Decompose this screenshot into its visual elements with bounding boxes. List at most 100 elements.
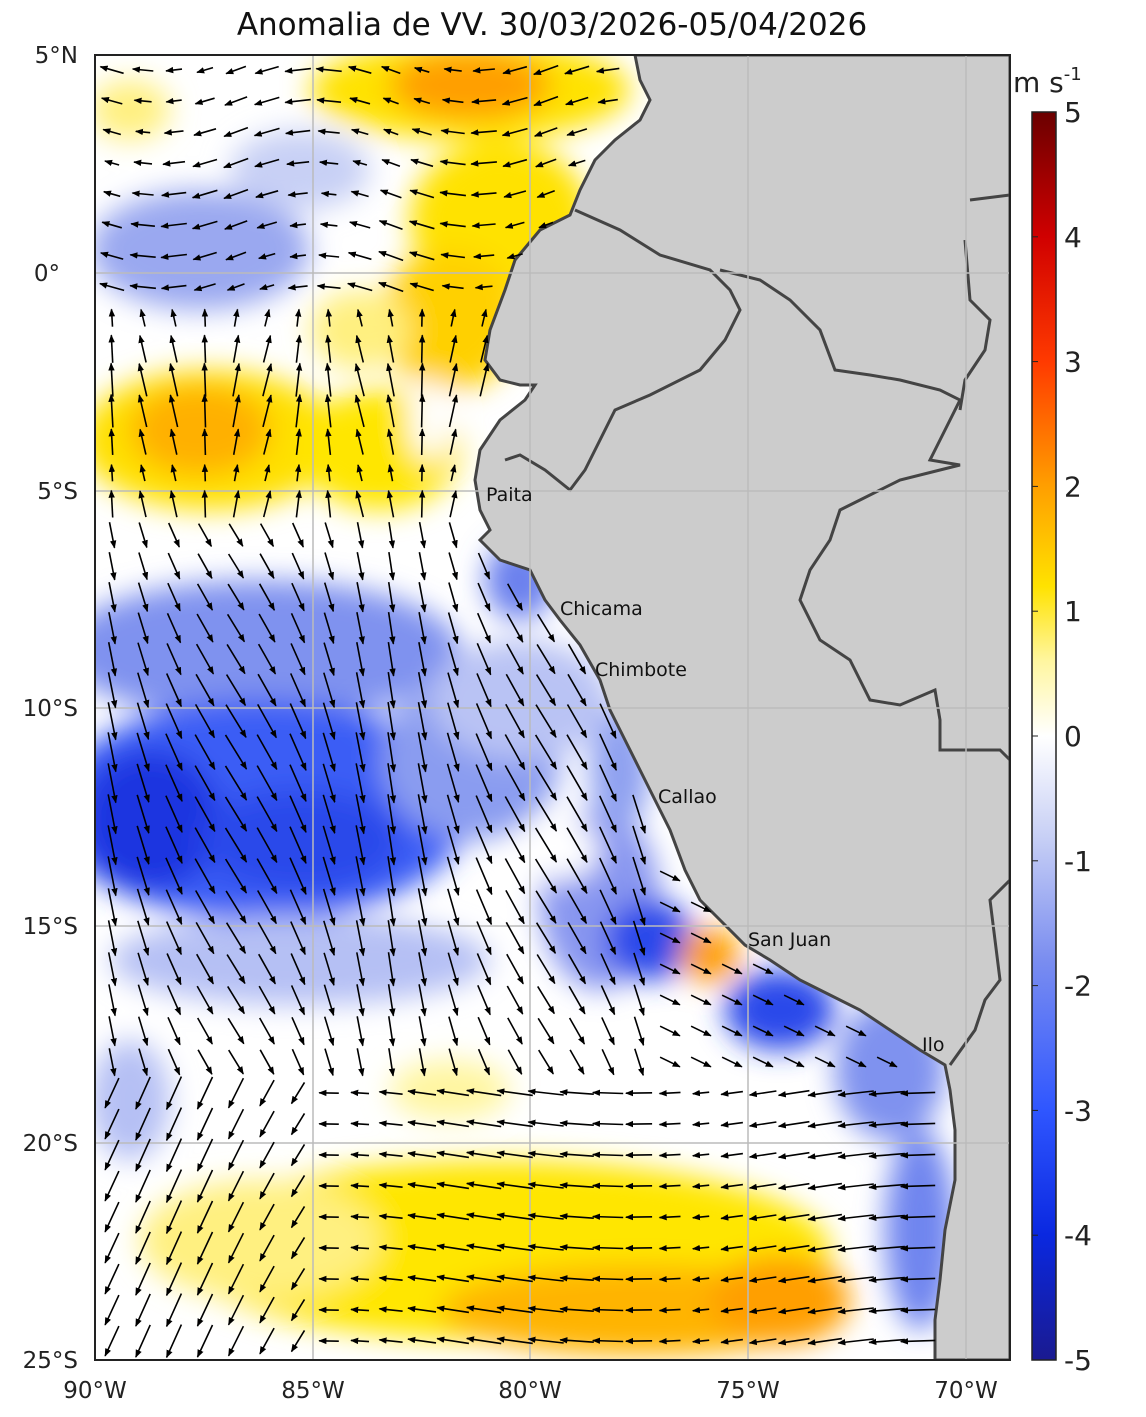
wind-arrow: [837, 1338, 874, 1346]
wind-arrow: [194, 734, 216, 771]
wind-arrow: [227, 1077, 245, 1109]
wind-arrow: [418, 552, 427, 581]
wind-arrow: [845, 1025, 867, 1037]
wind-arrow: [355, 702, 366, 741]
wind-arrow: [107, 702, 118, 741]
wind-arrow: [350, 1244, 370, 1252]
wind-arrow: [355, 428, 364, 455]
wind-arrow: [129, 252, 156, 259]
wind-arrow: [633, 1016, 645, 1046]
wind-arrow: [592, 1182, 624, 1189]
wind-arrow: [323, 920, 336, 956]
wind-arrow: [567, 643, 587, 675]
wind-arrow: [496, 1305, 533, 1314]
wind-arrow: [470, 160, 497, 167]
wind-arrow: [290, 1205, 306, 1229]
wind-arrow: [165, 1200, 183, 1235]
wind-arrow: [99, 65, 124, 75]
wind-arrow: [139, 464, 146, 482]
wind-arrow: [479, 362, 490, 397]
wind-arrow: [690, 932, 712, 944]
wind-arrow: [108, 393, 115, 428]
wind-arrow: [378, 1337, 403, 1344]
wind-arrow: [256, 734, 278, 771]
wind-arrow: [257, 673, 277, 707]
wind-arrow: [476, 673, 492, 708]
wind-arrow: [317, 128, 340, 135]
wind-arrow: [294, 308, 302, 327]
wind-arrow: [777, 1151, 810, 1160]
wind-arrow: [161, 191, 187, 198]
wind-arrow: [169, 428, 178, 455]
wind-arrow: [692, 1213, 710, 1221]
wind-arrow: [350, 128, 369, 136]
wind-arrow: [900, 1121, 936, 1128]
wind-arrow: [720, 1276, 744, 1283]
wind-arrow: [378, 220, 403, 230]
wind-arrow: [378, 1213, 403, 1220]
wind-arrow: [658, 1182, 681, 1190]
wind-arrow: [418, 952, 427, 987]
colorbar: m s-1 5 4 3 2 1 0 -1 -2 -3 -4 -5: [1013, 64, 1092, 1377]
wind-arrow: [566, 858, 588, 894]
wind-arrow: [658, 1275, 681, 1283]
wind-arrow: [289, 221, 306, 229]
wind-arrow: [136, 825, 150, 865]
wind-arrow: [634, 1048, 645, 1077]
wind-arrow: [224, 827, 248, 863]
wind-arrow: [137, 672, 150, 709]
wind-arrow: [378, 1244, 403, 1251]
wind-arrow: [440, 252, 466, 259]
wind-arrow: [165, 857, 183, 895]
wind-arrow: [165, 1262, 183, 1297]
wind-arrow: [418, 642, 427, 677]
wind-arrow: [748, 1276, 777, 1284]
wind-arrow: [223, 126, 249, 138]
colorbar-tick-label: -5: [1064, 1344, 1092, 1377]
wind-arrow: [496, 1181, 533, 1190]
wind-arrow: [227, 1325, 245, 1357]
wind-arrow: [138, 334, 147, 363]
wind-arrow: [567, 922, 587, 955]
wind-arrow: [692, 1337, 710, 1345]
wind-arrow: [316, 283, 341, 290]
wind-arrow: [262, 363, 273, 397]
wind-arrow: [226, 954, 246, 985]
wind-arrow: [599, 889, 617, 925]
wind-arrow: [258, 613, 276, 643]
wind-arrow: [537, 985, 555, 1015]
wind-arrow: [108, 612, 117, 645]
wind-arrow: [201, 362, 208, 397]
wind-arrow: [160, 253, 187, 260]
wind-arrow: [534, 796, 558, 832]
wind-arrow: [387, 856, 397, 897]
wind-arrow: [566, 890, 588, 925]
wind-arrow: [466, 1119, 502, 1128]
wind-arrow: [295, 428, 302, 455]
wind-arrow: [407, 1088, 437, 1096]
wind-arrow: [446, 794, 460, 834]
wind-arrow: [720, 1307, 744, 1314]
colorbar-tick-label: 1: [1064, 595, 1082, 628]
wind-arrow: [720, 1338, 744, 1345]
wind-arrow: [160, 222, 187, 229]
wind-arrow: [262, 334, 272, 363]
wind-arrow: [592, 1151, 624, 1158]
wind-arrow: [290, 1081, 306, 1105]
wind-arrow: [592, 1337, 624, 1344]
wind-arrow: [658, 1306, 681, 1314]
wind-arrow: [471, 98, 497, 105]
wind-arrow: [290, 1236, 306, 1260]
wind-arrow: [107, 920, 118, 957]
wind-arrow: [598, 826, 618, 864]
wind-arrow: [254, 158, 280, 168]
wind-arrow: [291, 522, 305, 548]
wind-arrow: [196, 583, 214, 611]
wind-arrow: [135, 1200, 151, 1234]
wind-arrow: [569, 1049, 585, 1075]
wind-arrow: [194, 827, 216, 864]
wind-arrow: [783, 994, 805, 1006]
wind-arrow: [505, 703, 525, 739]
wind-arrow: [418, 428, 426, 456]
